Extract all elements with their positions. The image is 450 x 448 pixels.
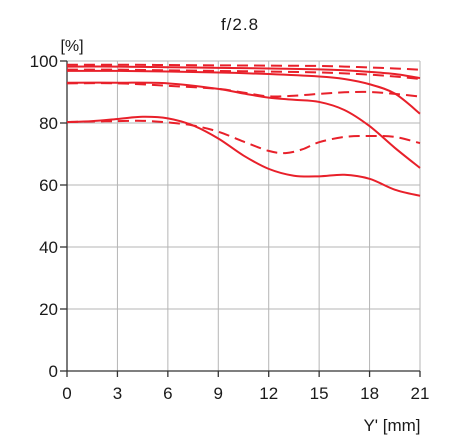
x-tick-label: 6	[163, 384, 172, 403]
y-tick-label: 100	[30, 52, 58, 71]
y-tick-label: 20	[39, 300, 58, 319]
x-tick-label: 15	[310, 384, 329, 403]
x-tick-label: 0	[62, 384, 71, 403]
x-tick-label: 18	[360, 384, 379, 403]
mtf-curve-dashed	[66, 63, 421, 71]
chart-title: f/2.8	[221, 15, 259, 34]
mtf-curve-solid	[66, 115, 421, 197]
x-tick-label: 12	[259, 384, 278, 403]
mtf-curve-solid	[66, 65, 421, 80]
x-tick-label: 9	[214, 384, 223, 403]
mtf-curve-solid	[66, 69, 421, 115]
y-tick-label: 40	[39, 238, 58, 257]
mtf-curve-dashed	[66, 119, 421, 155]
mtf-curves	[66, 63, 421, 197]
y-tick-label: 80	[39, 114, 58, 133]
y-tick-label: 60	[39, 176, 58, 195]
mtf-curve-dashed	[66, 68, 421, 80]
axes	[60, 60, 421, 377]
y-axis-unit-label: [%]	[60, 38, 83, 55]
mtf-curve-dashed	[66, 82, 421, 98]
x-tick-label: 3	[113, 384, 122, 403]
tick-labels: 0 3 6 9 12 15 18 21 0 20 40 60 80 100	[30, 52, 430, 403]
grid-lines	[67, 60, 421, 371]
x-tick-label: 21	[411, 384, 430, 403]
mtf-curve-solid	[66, 81, 421, 169]
y-tick-label: 0	[49, 362, 58, 381]
x-axis-label: Y' [mm]	[363, 416, 420, 435]
